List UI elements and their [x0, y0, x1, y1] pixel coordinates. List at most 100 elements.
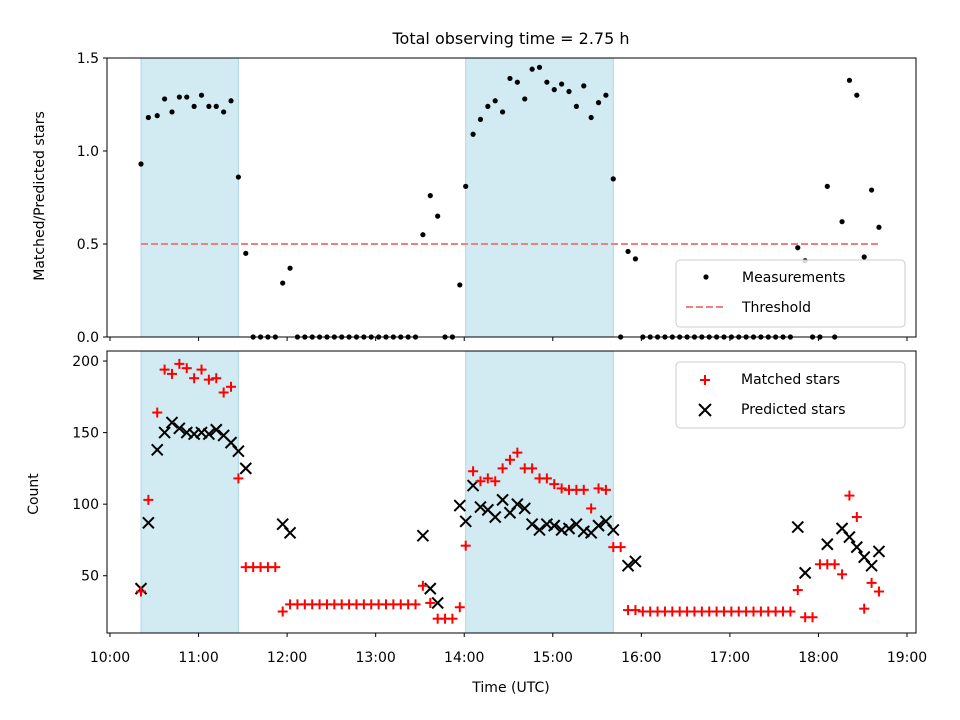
chart-title: Total observing time = 2.75 h [391, 29, 629, 48]
predicted-point [496, 493, 509, 507]
predicted-point [562, 522, 576, 535]
measurement-point [206, 103, 212, 109]
predicted-point [511, 497, 524, 511]
shaded-interval [140, 350, 239, 634]
measurement-point [176, 94, 182, 100]
predicted-point [872, 545, 886, 558]
predicted-point [621, 559, 635, 572]
measurement-point [632, 256, 639, 262]
matched-point [792, 585, 803, 596]
matched-point [504, 454, 515, 465]
matched-point [600, 484, 611, 495]
matched-point [578, 484, 589, 495]
measurement-point [625, 248, 631, 255]
matched-point [417, 580, 428, 591]
measurement-point [198, 92, 205, 98]
matched-point [189, 373, 200, 384]
measurement-point [463, 183, 469, 189]
matched-point [270, 562, 281, 573]
count-legend-box [675, 361, 906, 429]
matched-point [181, 363, 192, 374]
measurement-point [551, 87, 557, 93]
predicted-point [459, 515, 472, 528]
measurement-point [861, 254, 867, 260]
matched-point [460, 540, 471, 551]
measurement-point [499, 109, 506, 115]
x-tick-label: 17:00 [710, 650, 750, 666]
predicted-point [518, 502, 531, 515]
x-tick-label: 10:00 [90, 650, 130, 666]
predicted-point [798, 566, 812, 580]
measurement-point [507, 75, 513, 82]
count-y-tick-label: 150 [72, 426, 99, 442]
legend-measurements-marker [703, 274, 709, 280]
matched-point [785, 606, 796, 617]
matched-point [556, 483, 567, 494]
matched-point [135, 586, 146, 597]
x-tick-label: 11:00 [178, 650, 218, 666]
measurement-point [839, 219, 845, 225]
predicted-point [142, 516, 155, 529]
measurement-point [522, 96, 528, 102]
matched-point [615, 542, 626, 553]
matched-point [226, 381, 237, 392]
measurement-point [544, 79, 550, 85]
ratio-y-tick-label: 0.5 [77, 237, 99, 253]
shaded-interval [465, 350, 614, 634]
predicted-point [791, 520, 804, 534]
predicted-point [239, 462, 252, 475]
measurement-point [854, 92, 860, 98]
ratio-panel: 0.0 0.5 1.0 1.5 Total observing time = 2.75… [32, 29, 917, 346]
matched-point [593, 483, 604, 494]
matched-point [837, 569, 848, 580]
measurement-point [427, 193, 433, 199]
matched-point [549, 479, 560, 490]
measurement-point [824, 183, 830, 189]
matched-point [152, 407, 163, 418]
measurement-point [154, 113, 160, 119]
legend-matched-marker [700, 375, 710, 385]
matched-point [497, 463, 508, 474]
measurement-point [492, 98, 498, 104]
measurement-point [573, 103, 579, 109]
count-y-tick-label: 200 [72, 354, 99, 370]
matched-point [447, 613, 458, 624]
measurement-point [457, 282, 463, 288]
ratio-plot-area [138, 64, 882, 340]
matched-point [475, 476, 486, 487]
measurement-point [559, 81, 565, 87]
matched-point [174, 358, 185, 369]
measurement-point [145, 114, 151, 121]
measurement-point [868, 187, 875, 193]
shaded-interval [465, 57, 614, 338]
x-tick-label: 15:00 [533, 650, 573, 666]
matched-point [630, 605, 641, 616]
x-tick-label: 18:00 [798, 650, 838, 666]
predicted-point [843, 530, 856, 544]
ratio-y-tick-label: 0.0 [77, 330, 99, 346]
measurement-point [162, 96, 168, 102]
x-tick-label: 16:00 [621, 650, 661, 666]
legend-predicted-marker [698, 403, 712, 417]
matched-point [866, 577, 877, 588]
x-tick-label: 19:00 [887, 650, 927, 666]
matched-point [586, 503, 597, 514]
measurement-point [435, 213, 441, 219]
ratio-legend-box [675, 259, 906, 328]
matched-point [873, 586, 884, 597]
matched-point [482, 473, 493, 484]
predicted-point [474, 500, 487, 514]
predicted-point [525, 518, 539, 531]
measurement-point [280, 280, 286, 286]
count-y-axis-label: Count [26, 473, 42, 515]
ratio-y-axis-label: Matched/Predicted stars [32, 111, 48, 281]
predicted-point [548, 519, 561, 532]
matched-point [527, 463, 538, 474]
matched-point [211, 373, 222, 384]
predicted-point [210, 423, 223, 436]
predicted-point [416, 529, 430, 542]
measurement-point [184, 94, 190, 100]
predicted-point [202, 427, 216, 441]
matched-point [233, 473, 244, 484]
matched-point [468, 466, 479, 477]
